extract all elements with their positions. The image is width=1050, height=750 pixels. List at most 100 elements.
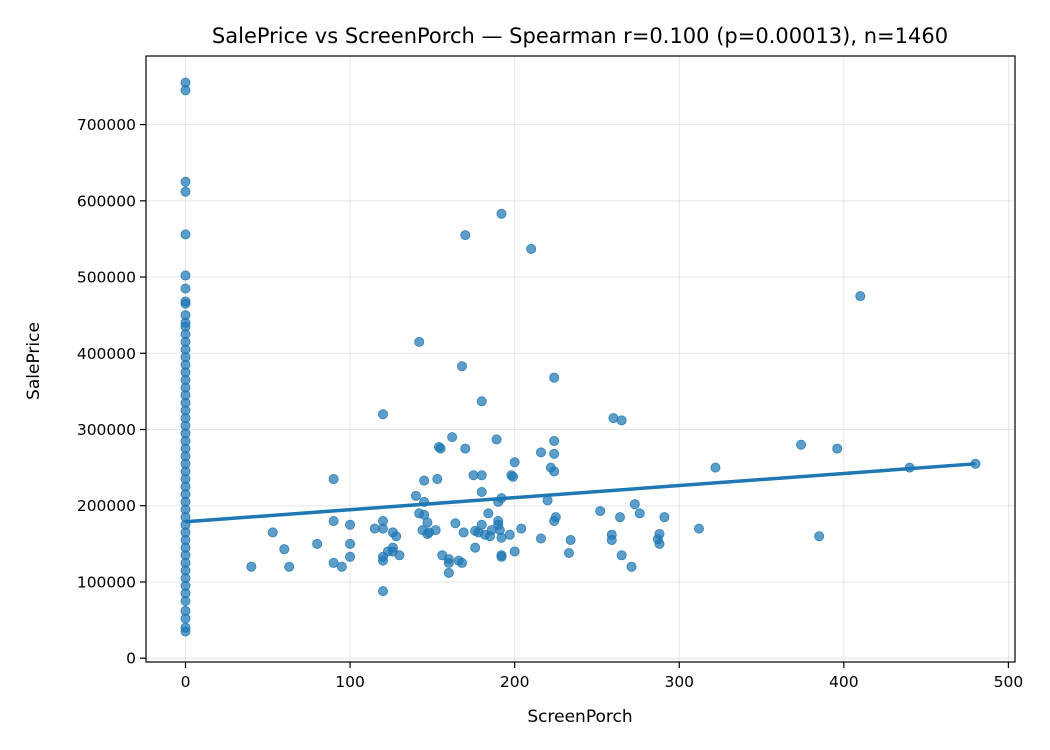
scatter-point [456, 361, 467, 372]
scatter-point [443, 557, 454, 568]
scatter-point [549, 466, 560, 477]
y-tick-label: 200000 [77, 497, 136, 515]
scatter-point [468, 470, 479, 481]
scatter-point [284, 561, 295, 572]
y-tick-label: 100000 [77, 573, 136, 591]
scatter-point [508, 471, 519, 482]
scatter-point [180, 186, 191, 197]
scatter-point [615, 512, 626, 523]
scatter-point [328, 515, 339, 526]
scatter-point [377, 523, 388, 534]
scatter-point [180, 176, 191, 187]
scatter-point [654, 538, 665, 549]
scatter-point [328, 557, 339, 568]
trend-line [185, 462, 976, 524]
scatter-point [608, 413, 619, 424]
scatter-point [246, 561, 257, 572]
scatter-point [180, 229, 191, 240]
x-tick-label: 0 [181, 673, 191, 691]
scatter-point [369, 523, 380, 534]
scatter-point [267, 527, 278, 538]
scatter-point [496, 493, 507, 504]
scatter-point [345, 519, 356, 530]
scatter-point [563, 547, 574, 558]
scatter-point [496, 551, 507, 562]
y-tick-label: 700000 [77, 116, 136, 134]
scatter-point [710, 462, 721, 473]
scatter-point [832, 443, 843, 454]
scatter-point [595, 506, 606, 517]
scatter-point [394, 550, 405, 561]
scatter-point [391, 531, 402, 542]
x-axis-ticks: 0 100 200 300 400 500 [181, 662, 1023, 691]
scatter-point [509, 457, 520, 468]
scatter-point [180, 626, 191, 637]
scatter-point [496, 532, 507, 543]
scatter-point [345, 551, 356, 562]
y-tick-label: 400000 [77, 345, 136, 363]
chart-title: SalePrice vs ScreenPorch — Spearman r=0.… [212, 24, 948, 48]
scatter-point [377, 409, 388, 420]
scatter-point [694, 523, 705, 534]
scatter-point [456, 557, 467, 568]
scatter-point [509, 546, 520, 557]
x-tick-label: 200 [500, 673, 530, 691]
y-tick-label: 300000 [77, 421, 136, 439]
y-tick-label: 600000 [77, 192, 136, 210]
scatter-point [470, 542, 481, 553]
scatter-point [634, 508, 645, 519]
scatter-point [345, 538, 356, 549]
scatter-point [796, 439, 807, 450]
scatter-point [377, 555, 388, 566]
trend-line-layer [185, 462, 976, 524]
scatter-point [549, 372, 560, 383]
scatter-point [460, 230, 471, 241]
scatter-point [504, 529, 515, 540]
scatter-point [550, 512, 561, 523]
scatter-point [516, 523, 527, 534]
scatter-point [328, 474, 339, 485]
scatter-point [180, 596, 191, 607]
scatter-point [422, 517, 433, 528]
scatter-point [180, 270, 191, 281]
scatter-point [432, 474, 443, 485]
scatter-point [279, 544, 290, 555]
scatter-point [435, 443, 446, 454]
scatter-point [443, 567, 454, 578]
scatter-point [629, 499, 640, 510]
scatter-point [970, 458, 981, 469]
scatter-point [410, 490, 421, 501]
scatter-point [491, 434, 502, 445]
x-tick-label: 400 [829, 673, 859, 691]
scatter-point [476, 396, 487, 407]
scatter-point [536, 447, 547, 458]
scatter-point [180, 85, 191, 96]
scatter-point [855, 291, 866, 302]
scatter-point [626, 561, 637, 572]
scatter-point [377, 586, 388, 597]
scatter-point [312, 538, 323, 549]
scatter-point [565, 535, 576, 546]
scatter-point [414, 336, 425, 347]
scatter-point [483, 508, 494, 519]
scatter-point [450, 518, 461, 529]
scatter-point [419, 496, 430, 507]
scatter-point [458, 527, 469, 538]
scatter-point [430, 525, 441, 536]
plot-frame [145, 55, 1016, 663]
y-axis-ticks: 0 100000 200000 300000 400000 500000 600000 700… [77, 116, 146, 668]
scatter-point [536, 533, 547, 544]
scatter-point [526, 243, 537, 254]
scatter-point [542, 495, 553, 506]
y-axis-label: SalePrice [24, 322, 44, 400]
scatter-point [814, 531, 825, 542]
scatter-point [549, 435, 560, 446]
scatter-point [659, 512, 670, 523]
data-points [180, 77, 981, 637]
grid-lines [146, 56, 1015, 662]
x-axis-label: ScreenPorch [527, 707, 632, 727]
scatter-point [904, 462, 915, 473]
scatter-point [336, 561, 347, 572]
scatter-point [180, 298, 191, 309]
